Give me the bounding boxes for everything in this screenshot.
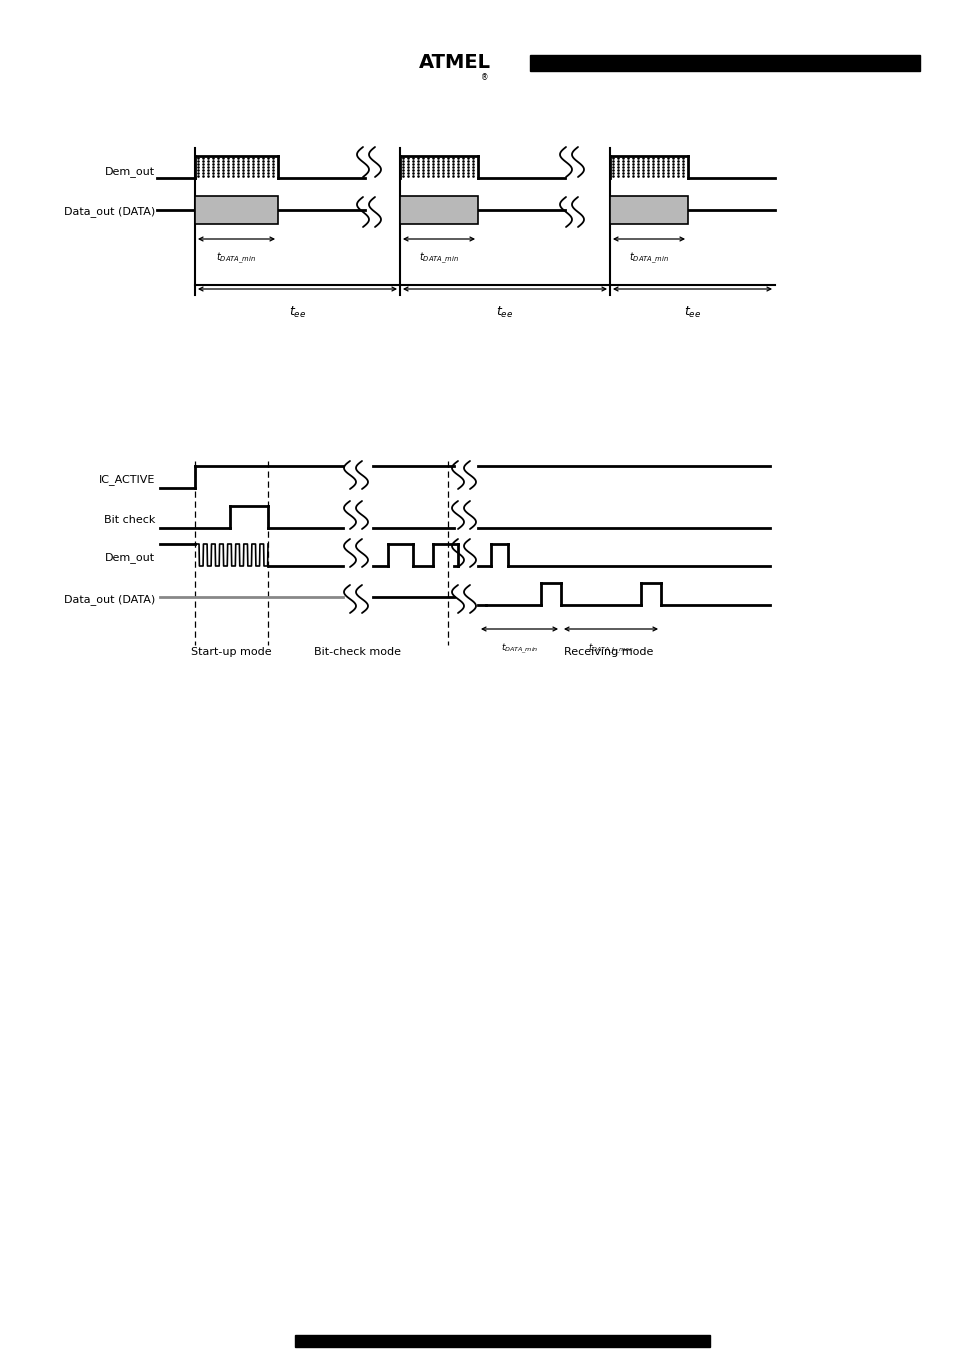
Text: $t_{DATA\_min}$: $t_{DATA\_min}$ [500, 642, 537, 657]
Text: Start-up mode: Start-up mode [191, 647, 272, 657]
Text: Dem_out: Dem_out [105, 553, 154, 563]
Bar [530, 55, 919, 72]
Text: $t_{DATA\_L\_max}$: $t_{DATA\_L\_max}$ [587, 642, 634, 657]
Text: Data_out (DATA): Data_out (DATA) [64, 594, 154, 605]
Text: ATMEL: ATMEL [418, 54, 491, 73]
Bar [399, 196, 477, 224]
Text: $t_{ee}$: $t_{ee}$ [496, 305, 513, 320]
Bar [194, 196, 277, 224]
Text: $t_{DATA\_min}$: $t_{DATA\_min}$ [628, 251, 668, 266]
Text: Receiving mode: Receiving mode [564, 647, 653, 657]
Text: $t_{ee}$: $t_{ee}$ [683, 305, 700, 320]
Text: Bit check: Bit check [104, 515, 154, 526]
Bar [609, 196, 687, 224]
Text: ®: ® [480, 73, 488, 82]
Text: $t_{DATA\_min}$: $t_{DATA\_min}$ [216, 251, 256, 266]
Bar [294, 1335, 709, 1347]
Text: $t_{DATA\_min}$: $t_{DATA\_min}$ [418, 251, 458, 266]
Text: IC_ACTIVE: IC_ACTIVE [98, 474, 154, 485]
Text: Dem_out: Dem_out [105, 166, 154, 177]
Text: Bit-check mode: Bit-check mode [314, 647, 401, 657]
Text: $t_{ee}$: $t_{ee}$ [289, 305, 306, 320]
Text: Data_out (DATA): Data_out (DATA) [64, 207, 154, 218]
